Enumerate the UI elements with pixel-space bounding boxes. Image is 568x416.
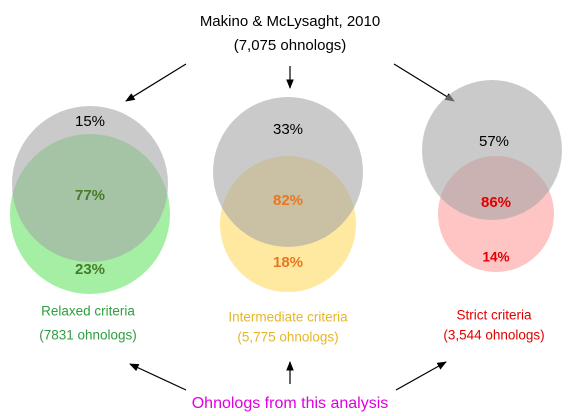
overlap-percent: 77% [75,187,105,204]
overlap-percent: 82% [273,192,303,209]
reference-circle [213,97,363,247]
arrow [125,63,187,102]
arrow [129,363,187,391]
source-subtitle: (7,075 ohnologs) [234,37,347,54]
reference-circle [12,106,168,262]
bottom-percent: 14% [482,250,509,265]
footer: Ohnologs from this analysis [192,395,389,412]
overlap-percent: 86% [481,194,511,211]
top-percent: 15% [75,113,105,130]
reference-circle [422,80,562,220]
set-label: Strict criteria [456,308,532,323]
top-percent: 33% [273,121,303,138]
set-label: Intermediate criteria [228,310,348,325]
set-count: (5,775 ohnologs) [237,330,338,345]
arrow [393,63,455,102]
arrow [395,361,447,391]
top-percent: 57% [479,133,509,150]
set-label: Relaxed criteria [41,304,135,319]
source-title: Makino & McLysaght, 2010 [200,13,380,30]
set-count: (3,544 ohnologs) [443,328,544,343]
bottom-percent: 23% [75,261,105,278]
bottom-percent: 18% [273,254,303,271]
set-count: (7831 ohnologs) [39,328,137,343]
